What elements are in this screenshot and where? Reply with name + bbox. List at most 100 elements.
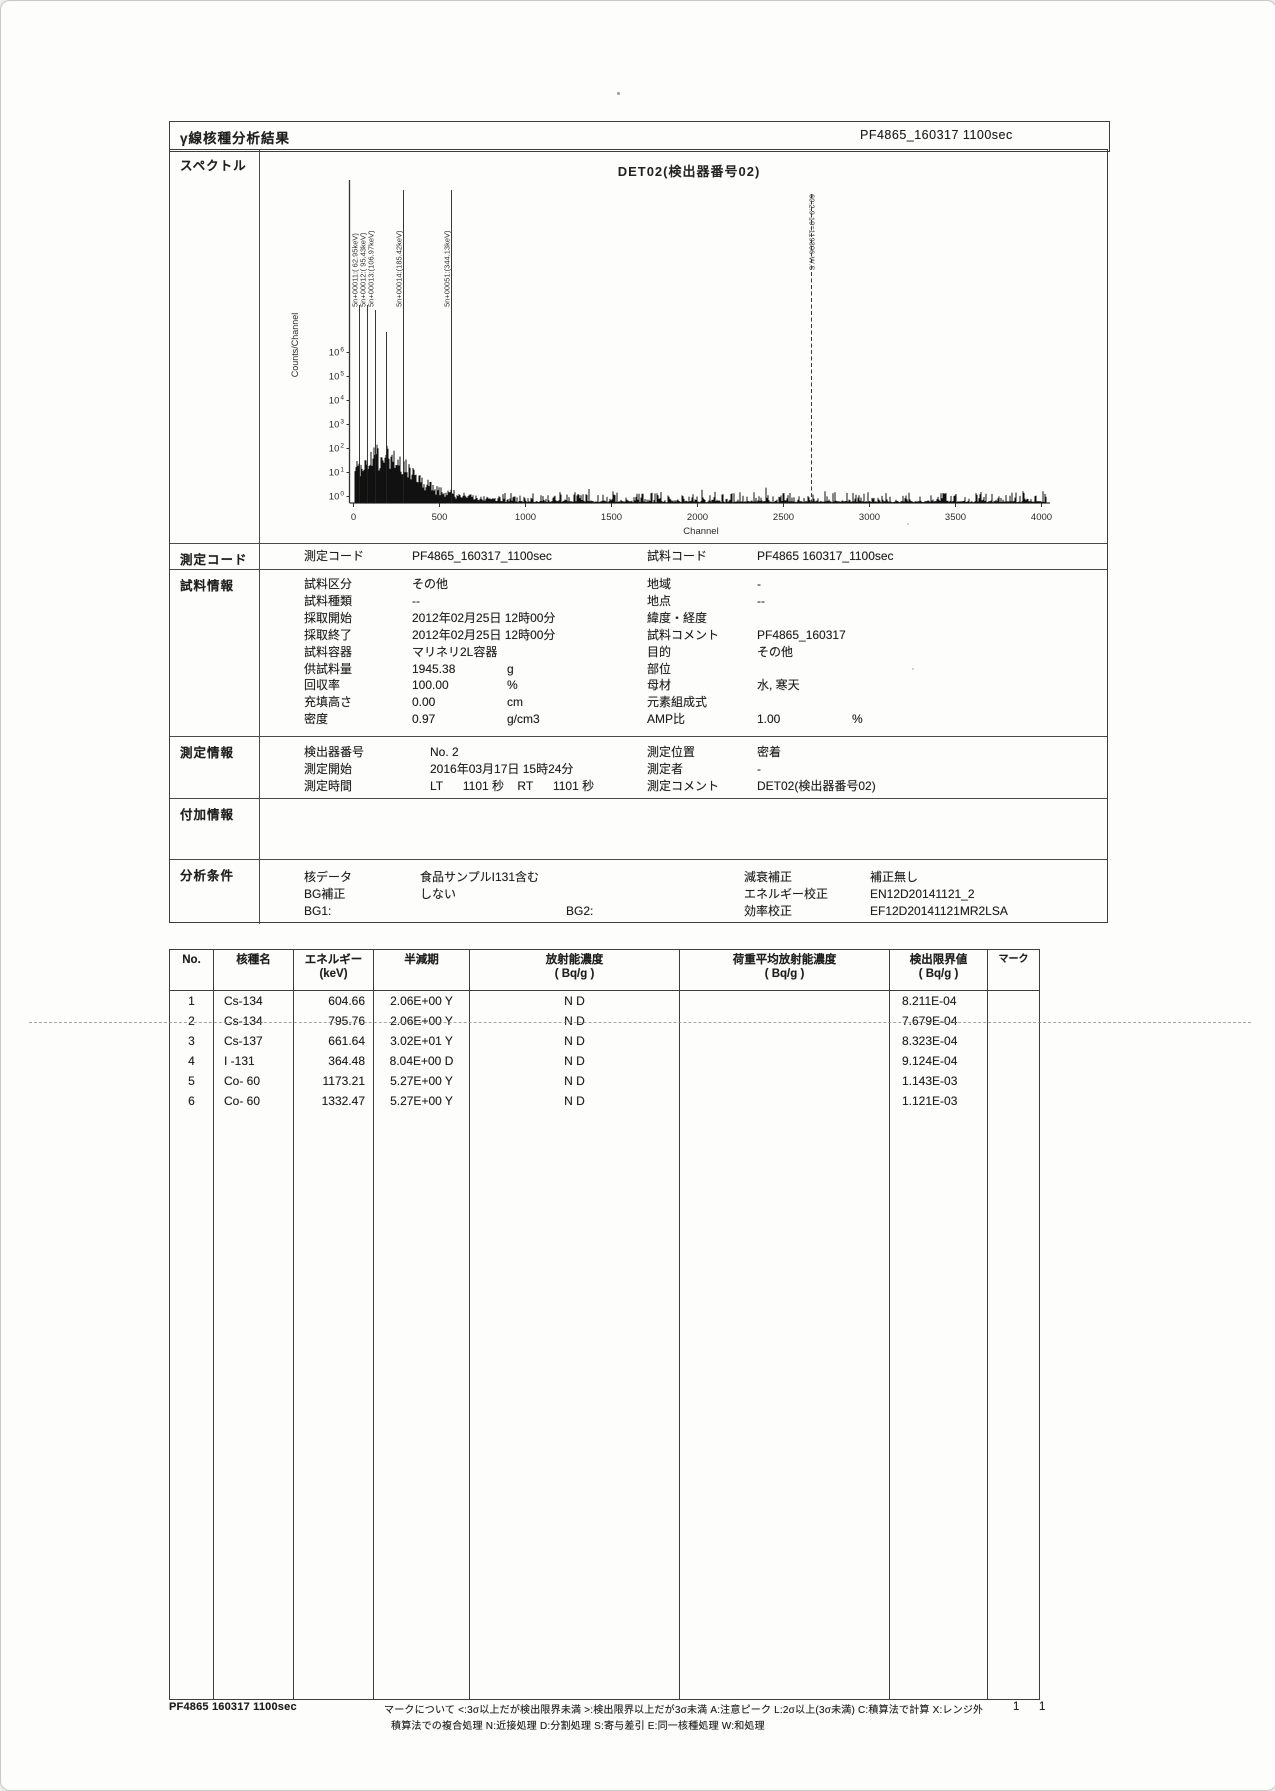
svg-text:500: 500	[432, 512, 448, 523]
field-label: 測定開始	[304, 761, 353, 776]
field-row: 目的 その他	[647, 644, 1102, 661]
measure-info-section-label: 測定情報	[170, 737, 260, 798]
column-header: 半減期	[373, 949, 470, 991]
table-cell: 3	[169, 1031, 214, 1051]
table-cell: 4	[169, 1051, 214, 1071]
field-label: 減衰補正	[744, 870, 793, 884]
field-value: 食品サンプルI131含む	[420, 870, 539, 884]
field-value: DET02(検出器番号02)	[757, 778, 876, 793]
field-unit: cm	[507, 695, 523, 710]
footer-measurement-code: PF4865 160317 1100sec	[169, 1701, 297, 1713]
field-value: 0.00	[412, 695, 436, 710]
table-cell: I -131	[213, 1051, 294, 1071]
peak-annotation: 5n+00012:( 95.43keV)	[358, 232, 367, 307]
field-value-measure-code: PF4865_160317_1100sec	[412, 549, 552, 563]
table-cell	[679, 1011, 890, 1031]
field-label: 採取終了	[304, 627, 353, 642]
table-cell: Cs-134	[213, 1011, 294, 1031]
svg-text:1500: 1500	[601, 512, 622, 523]
field-label: 効率校正	[744, 903, 793, 918]
field-label-measure-code: 測定コード	[304, 549, 365, 563]
field-label: エネルギー校正	[744, 886, 829, 901]
table-cell: 1332.47	[293, 1091, 374, 1111]
field-row: BG補正 しない	[304, 886, 734, 903]
table-cell: 9.124E-04	[889, 1051, 988, 1071]
table-cell: 5	[169, 1071, 214, 1091]
scan-speck	[617, 92, 620, 95]
table-cell: N D	[469, 990, 680, 1011]
field-label: 元素組成式	[647, 695, 708, 710]
table-cell	[987, 990, 1040, 1011]
field-row: 元素組成式	[647, 694, 1102, 711]
table-cell: 364.48	[293, 1051, 374, 1071]
field-value: その他	[757, 644, 794, 659]
field-row: 検出器番号 No. 2	[304, 744, 644, 761]
table-cell: 2	[169, 1011, 214, 1031]
analysis-cond-section-label: 分析条件	[170, 860, 260, 924]
field-value: 0.97	[412, 712, 436, 727]
column-header: 放射能濃度 ( Bq/g )	[469, 949, 680, 991]
field-unit: %	[507, 678, 518, 693]
table-cell: N D	[469, 1071, 680, 1091]
field-label-secondary: BG2:	[566, 903, 594, 918]
svg-text:103: 103	[329, 419, 345, 431]
footer-mark-legend-line2: 積算法での複合処理 N:近接処理 D:分割処理 S:寄与差引 E:同一核種処理 …	[391, 1721, 765, 1732]
field-row: 試料コメント PF4865_160317	[647, 627, 1102, 644]
peak-annotation: 5n+00011:( 62.95keV)	[351, 233, 360, 307]
table-cell: 1	[169, 990, 214, 1011]
svg-text:4000: 4000	[1031, 512, 1052, 523]
table-cell: 1173.21	[293, 1071, 374, 1091]
sample-info-section-label: 試料情報	[170, 570, 260, 736]
results-table: No. 核種名 エネルギー (keV) 半減期 放射能濃度 ( Bq/g ) 荷重平均放射…	[169, 949, 1040, 1700]
table-cell: N D	[469, 1031, 680, 1051]
field-value: 1.00	[757, 712, 781, 727]
field-row: 採取開始 2012年02月25日 12時00分	[304, 610, 644, 627]
column-header: 核種名	[213, 949, 294, 991]
table-cell	[987, 1011, 1040, 1031]
table-cell: 2.06E+00 Y	[373, 1011, 470, 1031]
field-unit: g/cm3	[507, 712, 540, 727]
field-value: -	[757, 761, 761, 776]
field-label: 試料容器	[304, 644, 353, 659]
additional-info-section: 付加情報	[170, 799, 1107, 860]
field-label: 測定者	[647, 761, 684, 776]
svg-text:DET02(検出器番号02): DET02(検出器番号02)	[618, 164, 761, 179]
field-value: 2012年02月25日 12時00分	[412, 610, 556, 625]
field-value: PF4865_160317	[757, 627, 846, 642]
field-row: 緯度・経度	[647, 610, 1102, 627]
field-label: 緯度・経度	[647, 610, 708, 625]
table-cell: N D	[469, 1091, 680, 1111]
field-value: No. 2	[430, 745, 459, 759]
measure-info-section: 測定情報 検出器番号 No. 2 測定開始 2016年03月17日 15時24分 測定時…	[170, 737, 1107, 799]
table-cell	[987, 1091, 1040, 1111]
svg-text:0: 0	[351, 512, 356, 523]
field-row: 試料区分 その他	[304, 576, 644, 593]
svg-text:Channel: Channel	[683, 526, 718, 537]
table-cell	[679, 1031, 890, 1051]
field-value: 2012年02月25日 12時00分	[412, 627, 556, 642]
table-cell: 661.64	[293, 1031, 374, 1051]
field-value: 1945.38	[412, 661, 456, 676]
column-header: エネルギー (keV)	[293, 949, 374, 991]
svg-text:100: 100	[329, 491, 345, 503]
field-label: BG1:	[304, 903, 332, 918]
field-value: 水, 寒天	[757, 678, 800, 693]
field-row: 密度 0.97 g/cm3	[304, 711, 644, 728]
field-unit: %	[852, 712, 863, 727]
peak-annotation: 60:2.9 19=119306-W.S	[808, 194, 817, 270]
field-row: AMP比 1.00%	[647, 711, 1102, 728]
field-row: 採取終了 2012年02月25日 12時00分	[304, 627, 644, 644]
field-label-sample-code: 試料コード	[647, 549, 708, 563]
footer-page-number-right: 1	[1039, 1701, 1046, 1713]
additional-info-section-label: 付加情報	[170, 799, 260, 859]
column-header: マーク	[987, 949, 1040, 991]
footer-page-number-left: 1	[1013, 1701, 1020, 1713]
field-value: マリネリ2L容器	[412, 644, 498, 659]
field-label: AMP比	[647, 712, 686, 727]
